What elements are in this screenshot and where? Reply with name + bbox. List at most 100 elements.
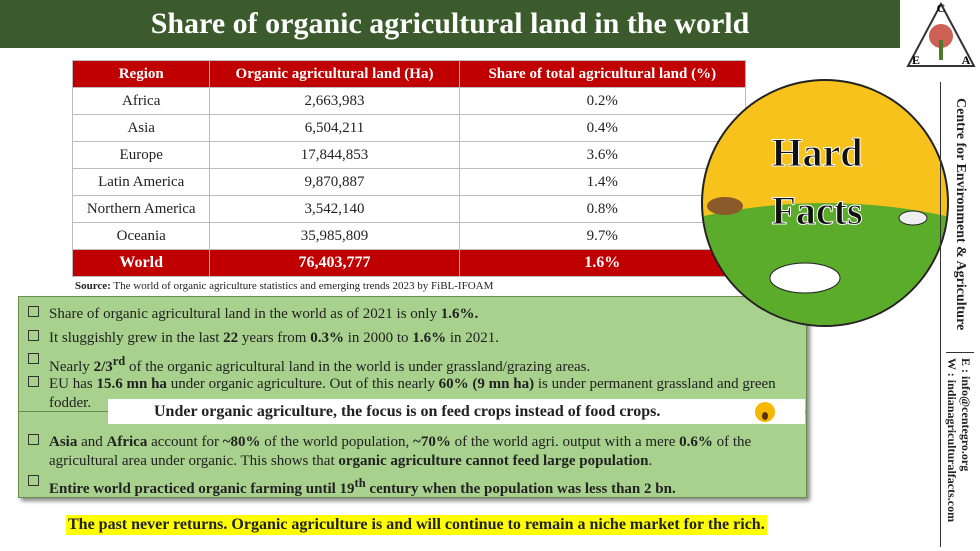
cell: Oceania <box>71 222 211 250</box>
column-header: Region <box>71 60 211 88</box>
text-run: and <box>77 434 107 450</box>
text-run: Entire world practiced organic farming u… <box>49 481 355 497</box>
text-run: EU has <box>49 376 97 392</box>
text-run: 1.6%. <box>440 306 479 322</box>
cell: World <box>71 249 211 277</box>
row: Africa 2,663,983 0.2% <box>71 87 747 115</box>
logo-letter: C <box>937 1 946 15</box>
bullet-marker <box>28 475 39 486</box>
cell: 0.4% <box>458 114 747 142</box>
total-row: World 76,403,777 1.6% <box>71 249 747 277</box>
side-sep <box>946 352 974 353</box>
bullet: Share of organic agricultural land in th… <box>28 305 798 324</box>
bullet-text: Share of organic agricultural land in th… <box>49 305 794 324</box>
bullet-text: EU has 15.6 mn ha under organic agricult… <box>49 375 794 413</box>
title: Share of organic agricultural land in th… <box>0 0 900 48</box>
cell: 0.8% <box>458 195 747 223</box>
text-run: rd <box>112 354 126 368</box>
text-run: Asia <box>49 434 78 450</box>
text-run: 1.6% <box>412 330 447 346</box>
text-run: account for <box>147 434 223 450</box>
bullet-marker <box>28 330 39 341</box>
badge: Hard Facts <box>701 79 949 327</box>
logo-trunk <box>939 40 943 60</box>
text-run: of the agricultural area under organic. … <box>49 434 752 469</box>
column-header: Share of total agricultural land (%) <box>458 60 747 88</box>
bullet-marker <box>28 353 39 364</box>
text-run: under organic agriculture. Out of this n… <box>166 376 439 392</box>
cell: Africa <box>71 87 211 115</box>
notes-box <box>18 296 807 498</box>
cell: 3,542,140 <box>209 195 460 223</box>
table: Region Organic agricultural land (Ha) Shar… <box>71 60 747 277</box>
cell: 9,870,887 <box>209 168 460 196</box>
bullet: EU has 15.6 mn ha under organic agricult… <box>28 375 798 413</box>
bullet-marker <box>28 376 39 387</box>
bullet-marker <box>28 434 39 445</box>
cell: 35,985,809 <box>209 222 460 250</box>
text-run: Share of organic agricultural land in th… <box>49 306 441 322</box>
logo-letter: A <box>962 53 971 67</box>
source-text: The world of organic agriculture statist… <box>113 280 494 292</box>
cell: 6,504,211 <box>209 114 460 142</box>
bullet-text: It sluggishly grew in the last 22 years … <box>49 329 794 348</box>
cell: Northern America <box>71 195 211 223</box>
text-run: Nearly <box>49 359 94 375</box>
bullet-text: Nearly 2/3rd of the organic agricultural… <box>49 352 794 377</box>
bullet: Nearly 2/3rd of the organic agricultural… <box>28 352 798 377</box>
bullet-marker <box>28 306 39 317</box>
side-email: E : info@centegro.org <box>959 358 973 472</box>
cell: Asia <box>71 114 211 142</box>
text-run: 0.6% <box>679 434 713 450</box>
text-run: is under permanent grassland and green f… <box>49 376 776 411</box>
logo-letter: E <box>912 53 920 67</box>
text-run: organic agriculture cannot feed large po… <box>338 453 649 469</box>
logo-tree <box>929 24 953 48</box>
text-run: of the organic agricultural land in the … <box>125 359 591 375</box>
source-label: Source: <box>75 280 111 292</box>
text-run: . <box>648 453 653 469</box>
header-row: Region Organic agricultural land (Ha) Shar… <box>71 60 747 88</box>
text-run: th <box>354 476 366 490</box>
side-web: W : indianagriculturalfacts.com <box>945 358 959 523</box>
emoji <box>755 402 775 422</box>
bullet-text: Asia and Africa account for ~80% of the … <box>49 433 794 471</box>
row: Oceania 35,985,809 9.7% <box>71 222 747 250</box>
text-run: 0.3% <box>310 330 344 346</box>
cell: 9.7% <box>458 222 747 250</box>
bullet: Entire world practiced organic farming u… <box>28 474 798 499</box>
side-rule <box>940 82 941 547</box>
source: Source: The world of organic agriculture… <box>75 280 493 292</box>
text-run: ~70% <box>413 434 451 450</box>
text-run: of the world agri. output with a mere <box>450 434 680 450</box>
text-run: 2/3 <box>93 359 113 375</box>
text-run: ~80% <box>222 434 261 450</box>
bullet: It sluggishly grew in the last 22 years … <box>28 329 798 348</box>
footer: The past never returns. Organic agricult… <box>66 515 767 535</box>
text-run: 22 <box>223 330 239 346</box>
cell: 17,844,853 <box>209 141 460 169</box>
text-run: in 2000 to <box>343 330 413 346</box>
highlight: Under organic agriculture, the focus is … <box>108 399 805 424</box>
cell: Europe <box>71 141 211 169</box>
bullet-text: Entire world practiced organic farming u… <box>49 474 794 499</box>
row: Northern America 3,542,140 0.8% <box>71 195 747 223</box>
logo: C E A <box>906 1 976 67</box>
cell: 1.6% <box>458 249 747 277</box>
text-run: of the world population, <box>260 434 414 450</box>
text-run: 15.6 mn ha <box>96 376 167 392</box>
text-run: years from <box>238 330 311 346</box>
bullet: Asia and Africa account for ~80% of the … <box>28 433 798 471</box>
logo-triangle <box>906 1 976 67</box>
text-run: Africa <box>106 434 148 450</box>
badge-text: Hard <box>771 130 862 175</box>
row: Latin America 9,870,887 1.4% <box>71 168 747 196</box>
text-run: century when the population was less tha… <box>365 481 676 497</box>
cell: Latin America <box>71 168 211 196</box>
row: Asia 6,504,211 0.4% <box>71 114 747 142</box>
column-header: Organic agricultural land (Ha) <box>209 60 460 88</box>
cell: 76,403,777 <box>209 249 460 277</box>
cell: 2,663,983 <box>209 87 460 115</box>
text-run: It sluggishly grew in the last <box>49 330 224 346</box>
